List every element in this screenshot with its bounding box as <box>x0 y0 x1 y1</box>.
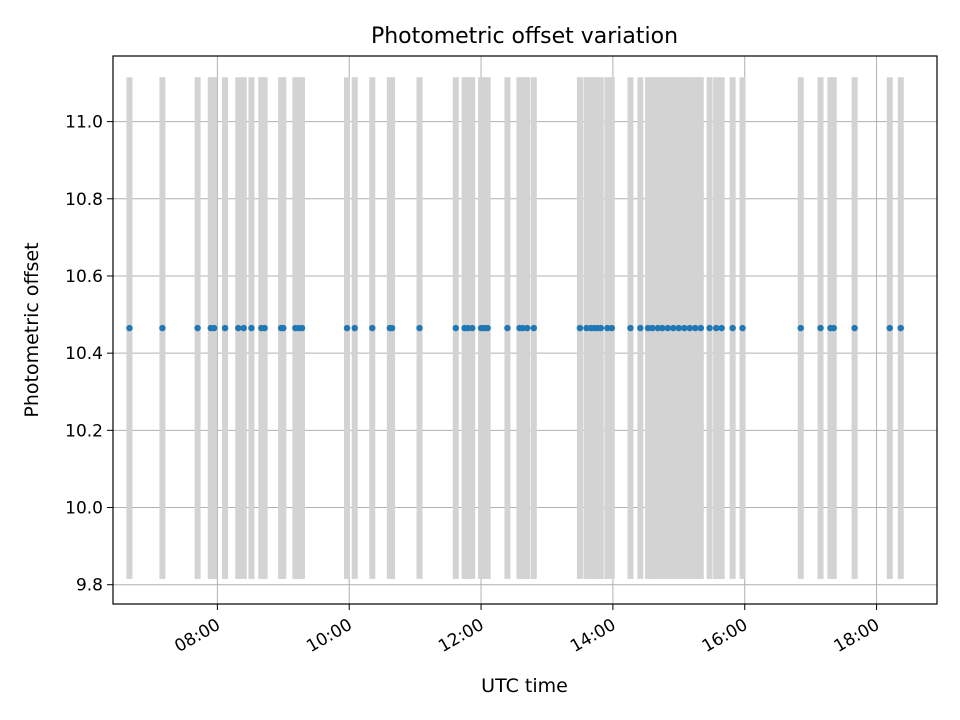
data-point <box>523 324 531 332</box>
x-tick-label: 08:00 <box>171 615 223 657</box>
data-point <box>504 324 511 332</box>
data-point <box>797 324 804 332</box>
data-point <box>261 324 268 332</box>
data-point <box>298 324 306 332</box>
plot-frame <box>112 55 938 605</box>
data-point <box>576 324 584 332</box>
data-point <box>851 324 858 332</box>
x-tick-label: 10:00 <box>303 615 355 657</box>
data-points <box>126 324 904 332</box>
y-tick-label: 9.8 <box>76 576 103 596</box>
data-point <box>681 324 688 332</box>
y-tick-label: 11.0 <box>65 113 103 133</box>
data-point <box>369 324 376 332</box>
data-point <box>159 324 166 332</box>
data-point <box>644 324 652 332</box>
data-point <box>830 324 837 332</box>
data-point <box>583 324 590 332</box>
y-axis-ticks: 9.8 10.0 10.2 10.4 10.6 10.8 11.0 <box>65 113 113 596</box>
data-point <box>718 324 725 332</box>
data-point <box>351 324 358 332</box>
data-point <box>664 324 672 332</box>
data-point <box>686 324 693 332</box>
data-point <box>210 324 218 332</box>
x-tick-label: 14:00 <box>567 615 619 657</box>
data-point <box>452 324 459 332</box>
data-point <box>530 324 537 332</box>
y-tick-label: 10.2 <box>65 421 103 441</box>
data-point <box>692 324 699 332</box>
data-point <box>126 324 133 332</box>
data-point <box>675 324 683 332</box>
y-axis-label: Photometric offset <box>21 242 43 417</box>
data-point <box>416 324 423 332</box>
y-tick-label: 10.4 <box>65 344 103 364</box>
data-point <box>240 324 247 332</box>
data-point <box>739 324 746 332</box>
data-point <box>897 324 904 332</box>
data-point <box>388 324 396 332</box>
data-point <box>649 324 656 332</box>
y-tick-label: 10.6 <box>65 267 103 287</box>
data-point <box>519 324 527 332</box>
data-point <box>729 324 736 332</box>
x-tick-label: 12:00 <box>435 615 487 657</box>
data-point <box>464 324 472 332</box>
data-point <box>637 324 644 332</box>
data-point <box>248 324 255 332</box>
data-point <box>343 324 351 332</box>
data-point <box>221 324 229 332</box>
data-point <box>604 324 611 332</box>
x-tick-label: 18:00 <box>831 615 883 657</box>
data-point <box>659 324 666 332</box>
data-point <box>597 324 605 332</box>
y-tick-label: 10.8 <box>65 190 103 210</box>
data-point <box>469 324 476 332</box>
data-point <box>697 324 704 332</box>
data-point <box>484 324 491 332</box>
data-point <box>194 324 201 332</box>
data-point <box>670 324 677 332</box>
x-tick-label: 16:00 <box>699 615 751 657</box>
data-point <box>627 324 634 332</box>
data-point <box>654 324 662 332</box>
data-point <box>706 324 713 332</box>
x-axis-label: UTC time <box>481 675 568 697</box>
data-point <box>608 324 615 332</box>
y-tick-label: 10.0 <box>65 499 103 519</box>
x-axis-ticks: 08:00 10:00 12:00 14:00 16:00 18:00 <box>171 604 883 657</box>
data-point <box>817 324 824 332</box>
data-point <box>235 324 242 332</box>
data-point <box>712 324 720 332</box>
data-point <box>280 324 287 332</box>
data-point <box>886 324 893 332</box>
chart-title: Photometric offset variation <box>371 24 678 49</box>
